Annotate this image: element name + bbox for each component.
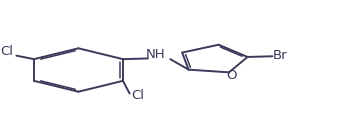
- Text: Cl: Cl: [0, 45, 13, 58]
- Text: Br: Br: [272, 49, 287, 62]
- Text: O: O: [226, 69, 237, 82]
- Text: NH: NH: [145, 48, 165, 61]
- Text: Cl: Cl: [131, 89, 144, 102]
